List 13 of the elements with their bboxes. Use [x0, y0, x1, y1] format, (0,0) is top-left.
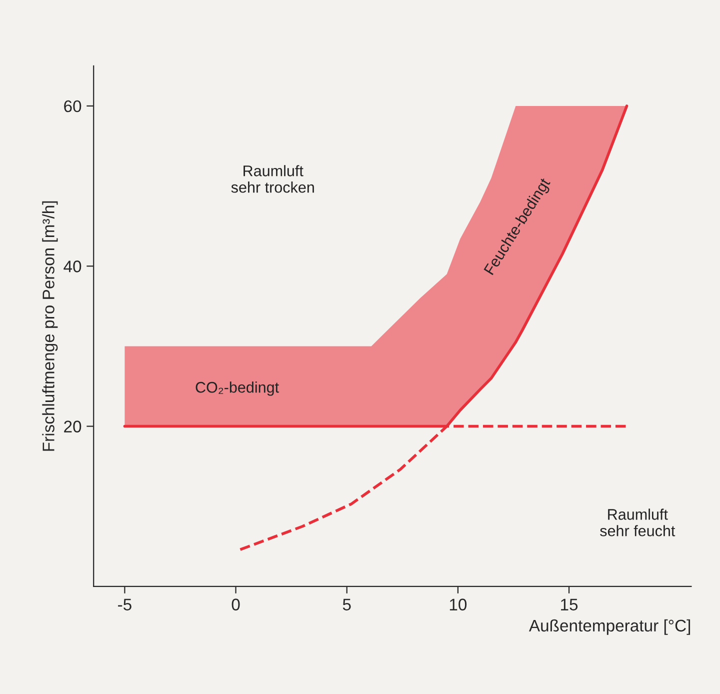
y-tick-label: 40	[64, 260, 82, 272]
x-tick-label: 10	[450, 598, 467, 610]
y-axis-title: Frischluftmenge pro Person [m³/h]	[42, 201, 58, 451]
annotation: Raumluft sehr trocken	[231, 165, 314, 193]
annotation: Raumluft sehr feucht	[600, 508, 676, 536]
annotation: CO₂-bedingt	[196, 382, 279, 396]
x-tick-label: 0	[232, 598, 240, 610]
y-tick-label: 20	[64, 420, 82, 432]
x-tick-label: -5	[118, 598, 132, 610]
x-tick-label: 5	[342, 598, 351, 610]
x-axis-title: Außentemperatur [°C]	[528, 619, 690, 635]
y-tick-label: 60	[64, 100, 82, 112]
x-tick-label: 15	[561, 598, 578, 610]
